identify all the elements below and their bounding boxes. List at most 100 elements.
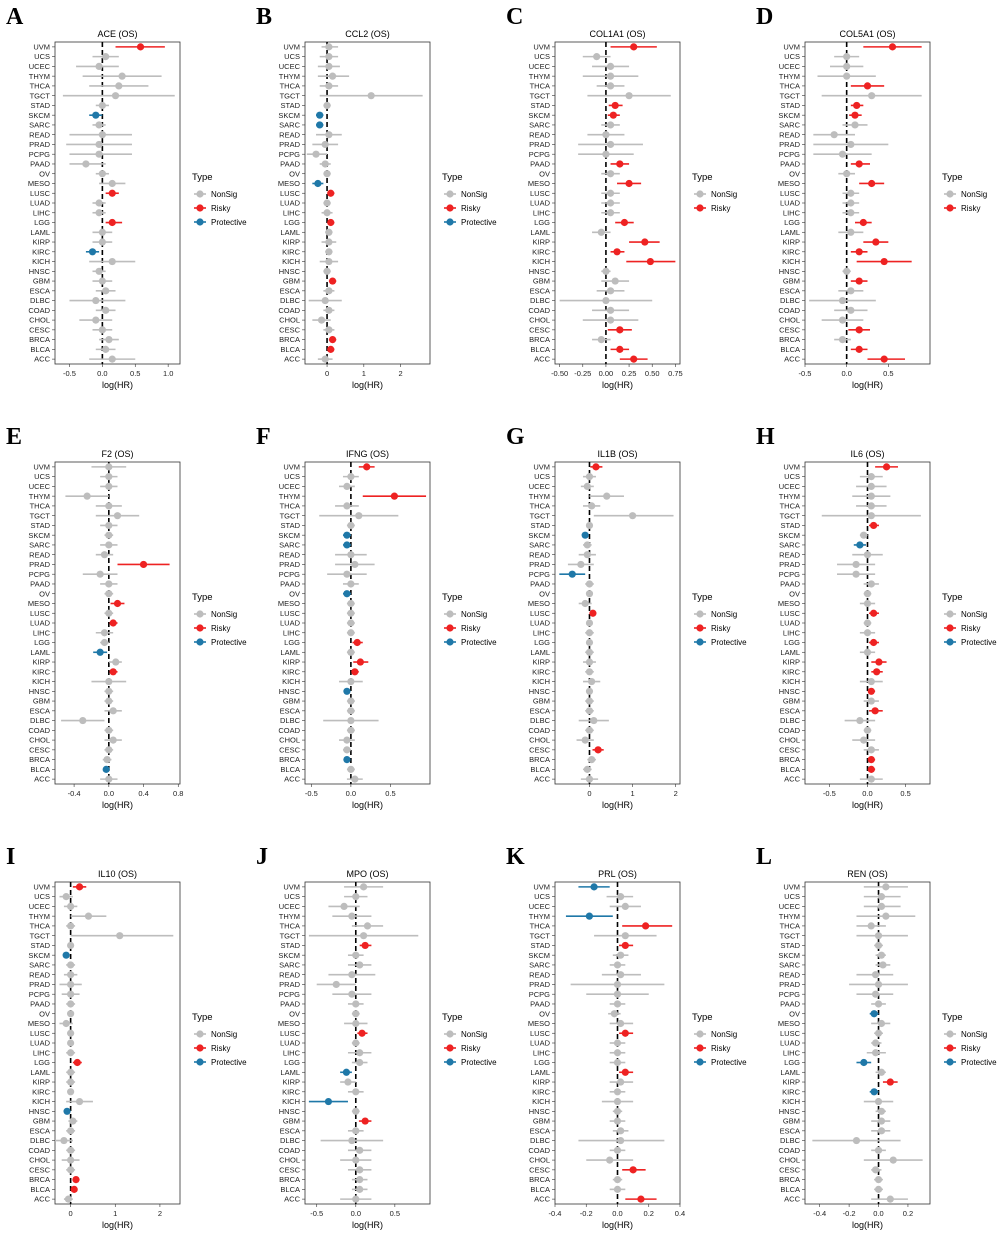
legend-swatch-protective [446, 1058, 454, 1066]
category-label: MESO [28, 1019, 50, 1028]
estimate-point [851, 121, 859, 129]
estimate-point [874, 1176, 883, 1184]
estimate-point [581, 531, 589, 539]
category-label: KICH [782, 677, 800, 686]
category-label: KIRP [282, 658, 300, 667]
legend: Type NonSig Risky Protective [442, 592, 497, 647]
estimate-point [62, 951, 70, 959]
category-label: BLCA [280, 1185, 300, 1194]
category-label: THYM [29, 912, 50, 921]
category-label: UVM [33, 42, 50, 51]
estimate-point [352, 951, 360, 959]
category-label: GBM [33, 277, 50, 286]
estimate-point [585, 473, 594, 481]
estimate-point [617, 1127, 625, 1135]
estimate-point [867, 492, 875, 500]
x-tick-label: -0.25 [574, 369, 591, 378]
category-label: OV [539, 589, 550, 598]
category-label: SKCM [278, 531, 300, 540]
category-label: CHOL [529, 736, 550, 745]
estimate-point [363, 922, 372, 930]
legend-label: NonSig [961, 190, 987, 199]
estimate-point [863, 629, 872, 637]
category-label: PCPG [529, 570, 550, 579]
estimate-point [592, 463, 600, 471]
legend-label: Risky [211, 204, 231, 213]
estimate-point [870, 1088, 878, 1096]
estimate-point [838, 296, 847, 305]
panel-l: L REN (OS) UVMUCSUCECTHYMTHCATGCTSTADSKCMS… [756, 844, 997, 1230]
estimate-point [874, 1000, 883, 1008]
estimate-point [95, 121, 103, 129]
legend: Type NonSig Risky Protective [942, 592, 997, 647]
estimate-point [325, 248, 333, 256]
category-label: KIRC [282, 247, 301, 256]
category-label: UCEC [29, 902, 51, 911]
estimate-point [855, 345, 863, 353]
estimate-point [352, 1127, 360, 1135]
category-label: READ [779, 970, 800, 979]
category-label: LAML [30, 648, 50, 657]
category-label: HNSC [29, 687, 51, 696]
category-label: PAAD [780, 580, 800, 589]
category-label: PRAD [279, 140, 300, 149]
estimate-point [843, 53, 851, 61]
estimate-point [67, 1010, 75, 1018]
estimate-point [352, 1019, 360, 1028]
category-label: BLCA [280, 345, 300, 354]
estimate-point [869, 638, 878, 647]
estimate-point [877, 893, 886, 901]
category-label: KICH [532, 677, 550, 686]
category-label: CESC [529, 1165, 550, 1174]
category-label: THCA [280, 922, 300, 931]
category-label: LGG [534, 218, 550, 227]
category-label: UCEC [279, 482, 301, 491]
category-label: BLCA [30, 345, 50, 354]
estimate-point [843, 267, 851, 275]
category-label: KICH [282, 1097, 300, 1106]
category-label: ACC [284, 355, 300, 364]
estimate-point [838, 316, 847, 324]
estimate-point [637, 1195, 645, 1203]
panel-title: MPO (OS) [347, 869, 389, 879]
category-label: UCS [534, 472, 550, 481]
legend-swatch-protective [696, 1058, 704, 1066]
category-label: CHOL [529, 316, 550, 325]
estimate-point [869, 609, 878, 617]
x-tick-label: 0 [587, 789, 591, 798]
category-label: MESO [28, 179, 50, 188]
category-label: OV [289, 169, 300, 178]
category-label: SKCM [528, 111, 550, 120]
category-label: LIHC [783, 1048, 801, 1057]
estimate-point [871, 1039, 880, 1047]
category-label: LGG [284, 1058, 300, 1067]
category-label: TGCT [30, 931, 51, 940]
x-tick-label: -0.5 [310, 1209, 323, 1218]
x-tick-label: -0.5 [305, 789, 318, 798]
estimate-point [67, 1088, 75, 1096]
x-tick-label: 0.2 [903, 1209, 913, 1218]
legend-swatch-risky [946, 624, 954, 632]
category-label: THYM [529, 912, 550, 921]
category-label: UVM [783, 462, 800, 471]
category-label: COAD [28, 726, 50, 735]
category-label: PRAD [29, 560, 50, 569]
category-label: COAD [778, 726, 800, 735]
estimate-point [606, 62, 615, 70]
estimate-point [606, 72, 615, 80]
plot-frame [54, 41, 181, 365]
panel-i: I IL10 (OS) UVMUCSUCECTHYMTHCATGCTSTADSKCM… [6, 844, 247, 1230]
category-label: LUSC [780, 189, 801, 198]
panel-letter: L [756, 844, 772, 870]
category-label: SARC [279, 961, 300, 970]
category-label: KIRP [282, 1078, 300, 1087]
estimate-point [611, 277, 619, 285]
category-label: COAD [28, 1146, 50, 1155]
category-label: SARC [29, 541, 50, 550]
estimate-point [613, 1058, 622, 1067]
legend: Type NonSig Risky Protective [442, 1012, 497, 1067]
legend-label: Protective [211, 218, 247, 227]
estimate-point [83, 492, 91, 500]
estimate-point [617, 1136, 625, 1145]
